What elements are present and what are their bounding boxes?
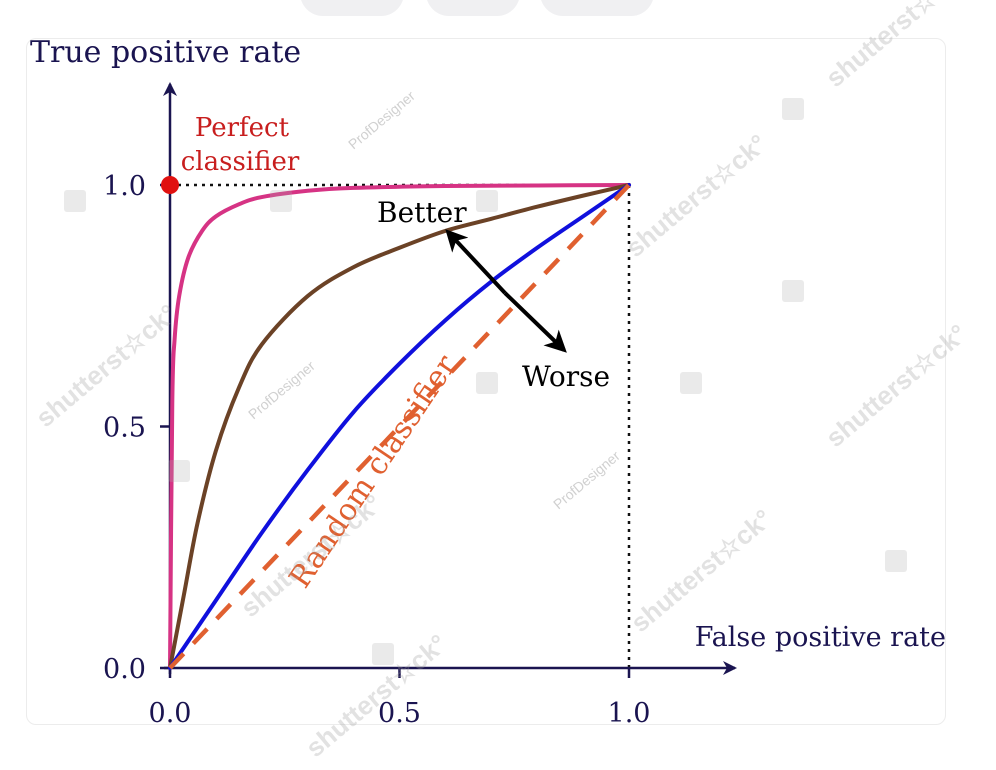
watermark-logo-icon <box>372 643 394 665</box>
watermark-logo-icon <box>680 372 702 394</box>
perfect-classifier-point <box>161 176 179 194</box>
top-tab-strip <box>0 0 996 18</box>
top-tab[interactable] <box>300 0 404 16</box>
y-tick-label: 0.5 <box>103 413 146 444</box>
y-tick-label: 1.0 <box>103 171 146 202</box>
watermark-logo-icon <box>885 550 907 572</box>
watermark-logo-icon <box>270 190 292 212</box>
series-line-0 <box>168 183 631 670</box>
watermark-logo-icon <box>64 190 86 212</box>
perfect-label-line2: classifier <box>181 147 300 177</box>
watermark-logo-icon <box>168 460 190 482</box>
x-tick-label: 0.0 <box>149 698 192 729</box>
better-label: Better <box>377 196 467 229</box>
y-tick-label: 0.0 <box>103 654 146 685</box>
x-tick-label: 0.5 <box>378 698 421 729</box>
watermark-logo-icon <box>782 98 804 120</box>
watermark-logo-icon <box>782 280 804 302</box>
better-arrow <box>445 229 507 295</box>
series-line-2 <box>168 183 631 670</box>
watermark-logo-icon <box>476 190 498 212</box>
series-line-1 <box>168 183 631 670</box>
x-axis-label: False positive rate <box>695 622 946 653</box>
top-tab[interactable] <box>426 0 520 16</box>
perfect-label-line1: Perfect <box>195 113 290 143</box>
watermark-logo-icon <box>476 372 498 394</box>
top-tab[interactable] <box>540 0 654 16</box>
worse-label: Worse <box>522 360 610 393</box>
y-axis-label: True positive rate <box>30 35 301 70</box>
worse-arrow <box>503 291 567 353</box>
series-group <box>161 176 631 670</box>
x-tick-label: 1.0 <box>608 698 651 729</box>
